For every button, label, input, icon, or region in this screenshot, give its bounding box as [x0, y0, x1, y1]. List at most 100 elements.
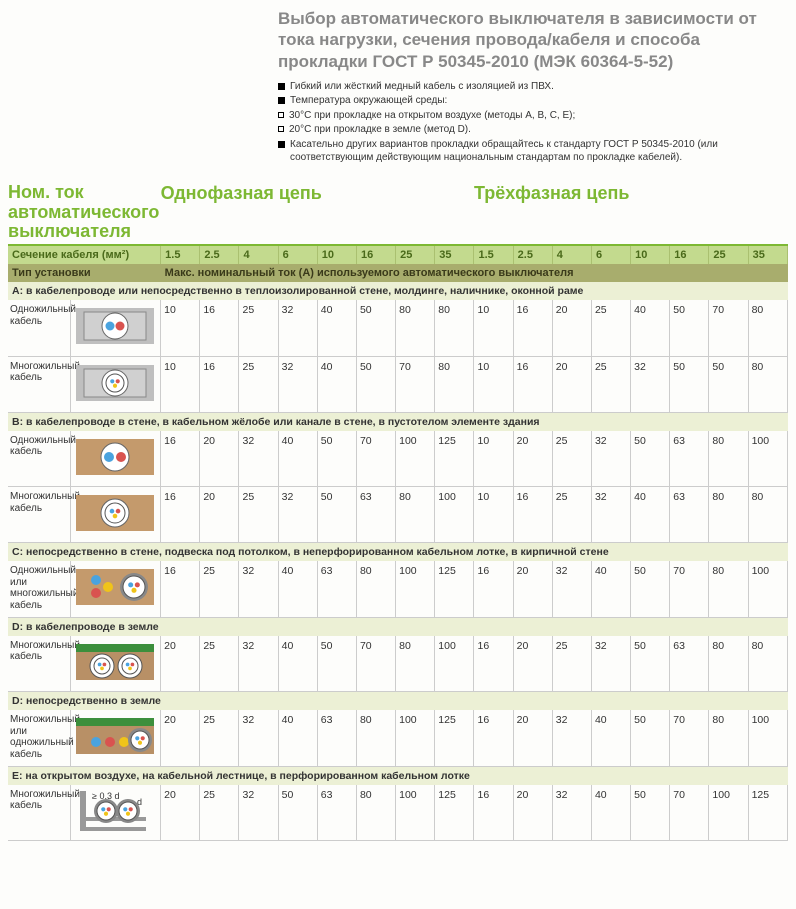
value-cell: 70: [709, 300, 748, 356]
value-cell: 80: [396, 487, 435, 543]
section-cell: 25: [709, 245, 748, 264]
value-cell: 32: [591, 636, 630, 692]
value-cell: 100: [396, 561, 435, 617]
value-cell: 25: [200, 710, 239, 766]
install-icon: [70, 431, 160, 487]
value-cell: 80: [396, 300, 435, 356]
row-label: Многожильный кабель: [8, 785, 70, 841]
table-row: Многожильный кабель 20253240507080100162…: [8, 636, 788, 692]
value-cell: 16: [161, 431, 200, 487]
value-cell: 16: [161, 561, 200, 617]
value-cell: 100: [396, 431, 435, 487]
value-cell: 10: [161, 300, 200, 356]
value-cell: 32: [631, 356, 670, 412]
value-cell: 80: [435, 300, 474, 356]
value-cell: 80: [748, 636, 787, 692]
value-cell: 32: [552, 561, 591, 617]
value-cell: 10: [474, 487, 513, 543]
value-cell: 125: [435, 561, 474, 617]
value-cell: 32: [278, 356, 317, 412]
install-row: Тип установки Макс. номинальный ток (A) …: [8, 264, 788, 282]
page-title: Выбор автоматического выключателя в зави…: [278, 8, 788, 72]
section-cell: 35: [748, 245, 787, 264]
group-head-row: D: непосредственно в земле: [8, 692, 788, 711]
value-cell: 20: [161, 636, 200, 692]
table-row: Многожильный или одножильный кабель 2025…: [8, 710, 788, 766]
value-cell: 25: [591, 356, 630, 412]
table-row: Одножильный кабель 162032405070100125102…: [8, 431, 788, 487]
value-cell: 80: [748, 300, 787, 356]
value-cell: 100: [748, 710, 787, 766]
group-head-row: E: на открытом воздухе, на кабельной лес…: [8, 766, 788, 785]
row-label: Многожильный кабель: [8, 356, 70, 412]
value-cell: 80: [709, 710, 748, 766]
section-cell: 16: [356, 245, 395, 264]
section-cell: 2.5: [513, 245, 552, 264]
group-head-cell: D: непосредственно в земле: [8, 692, 788, 711]
table-row: Одножильный кабель 101625324050808010162…: [8, 300, 788, 356]
value-cell: 63: [670, 487, 709, 543]
value-cell: 16: [513, 487, 552, 543]
value-cell: 80: [709, 561, 748, 617]
group-head-cell: E: на открытом воздухе, на кабельной лес…: [8, 766, 788, 785]
value-cell: 25: [239, 487, 278, 543]
value-cell: 50: [631, 431, 670, 487]
value-cell: 70: [396, 356, 435, 412]
value-cell: 40: [631, 487, 670, 543]
col1-head: Ном. ток автоматического выключателя: [8, 179, 161, 245]
value-cell: 80: [748, 356, 787, 412]
value-cell: 40: [591, 710, 630, 766]
note-text: Температура окружающей среды:: [290, 94, 447, 108]
section-cell: 4: [239, 245, 278, 264]
value-cell: 125: [748, 785, 787, 841]
group-head-row: C: непосредственно в стене, подвеска под…: [8, 543, 788, 562]
value-cell: 63: [317, 785, 356, 841]
section-cell: 10: [631, 245, 670, 264]
value-cell: 32: [239, 636, 278, 692]
value-cell: 80: [435, 356, 474, 412]
group-head-row: D: в кабелепроводе в земле: [8, 617, 788, 636]
value-cell: 40: [591, 561, 630, 617]
value-cell: 10: [474, 431, 513, 487]
value-cell: 25: [552, 636, 591, 692]
value-cell: 40: [278, 636, 317, 692]
value-cell: 25: [200, 561, 239, 617]
value-cell: 63: [317, 710, 356, 766]
install-icon: [70, 710, 160, 766]
value-cell: 63: [670, 431, 709, 487]
value-cell: 40: [317, 300, 356, 356]
value-cell: 32: [552, 785, 591, 841]
value-cell: 32: [239, 431, 278, 487]
value-cell: 25: [200, 785, 239, 841]
value-cell: 70: [670, 561, 709, 617]
section-cell: 4: [552, 245, 591, 264]
max-label: Макс. номинальный ток (A) используемого …: [161, 264, 788, 282]
group-head-cell: B: в кабелепроводе в стене, в кабельном …: [8, 412, 788, 431]
value-cell: 32: [591, 431, 630, 487]
value-cell: 80: [356, 785, 395, 841]
value-cell: 10: [474, 300, 513, 356]
table-row: Одножильный или многожильный кабель 1625…: [8, 561, 788, 617]
value-cell: 25: [591, 300, 630, 356]
section-cell: 35: [435, 245, 474, 264]
value-cell: 20: [513, 561, 552, 617]
value-cell: 50: [631, 710, 670, 766]
section-cell: 1.5: [474, 245, 513, 264]
table-row: Многожильный кабель ≥ 0.3 d d 2025325063…: [8, 785, 788, 841]
section-cell: 25: [396, 245, 435, 264]
value-cell: 16: [513, 300, 552, 356]
value-cell: 100: [435, 487, 474, 543]
header-row: Ном. ток автоматического выключателя Одн…: [8, 179, 788, 245]
install-label: Тип установки: [8, 264, 161, 282]
value-cell: 32: [591, 487, 630, 543]
value-cell: 16: [161, 487, 200, 543]
group-head-row: A: в кабелепроводе или непосредственно в…: [8, 282, 788, 300]
value-cell: 25: [552, 431, 591, 487]
install-icon: [70, 487, 160, 543]
section-cell: 6: [591, 245, 630, 264]
section-cell: 16: [670, 245, 709, 264]
row-label: Одножильный кабель: [8, 431, 70, 487]
value-cell: 63: [317, 561, 356, 617]
row-label: Многожильный кабель: [8, 487, 70, 543]
value-cell: 25: [200, 636, 239, 692]
